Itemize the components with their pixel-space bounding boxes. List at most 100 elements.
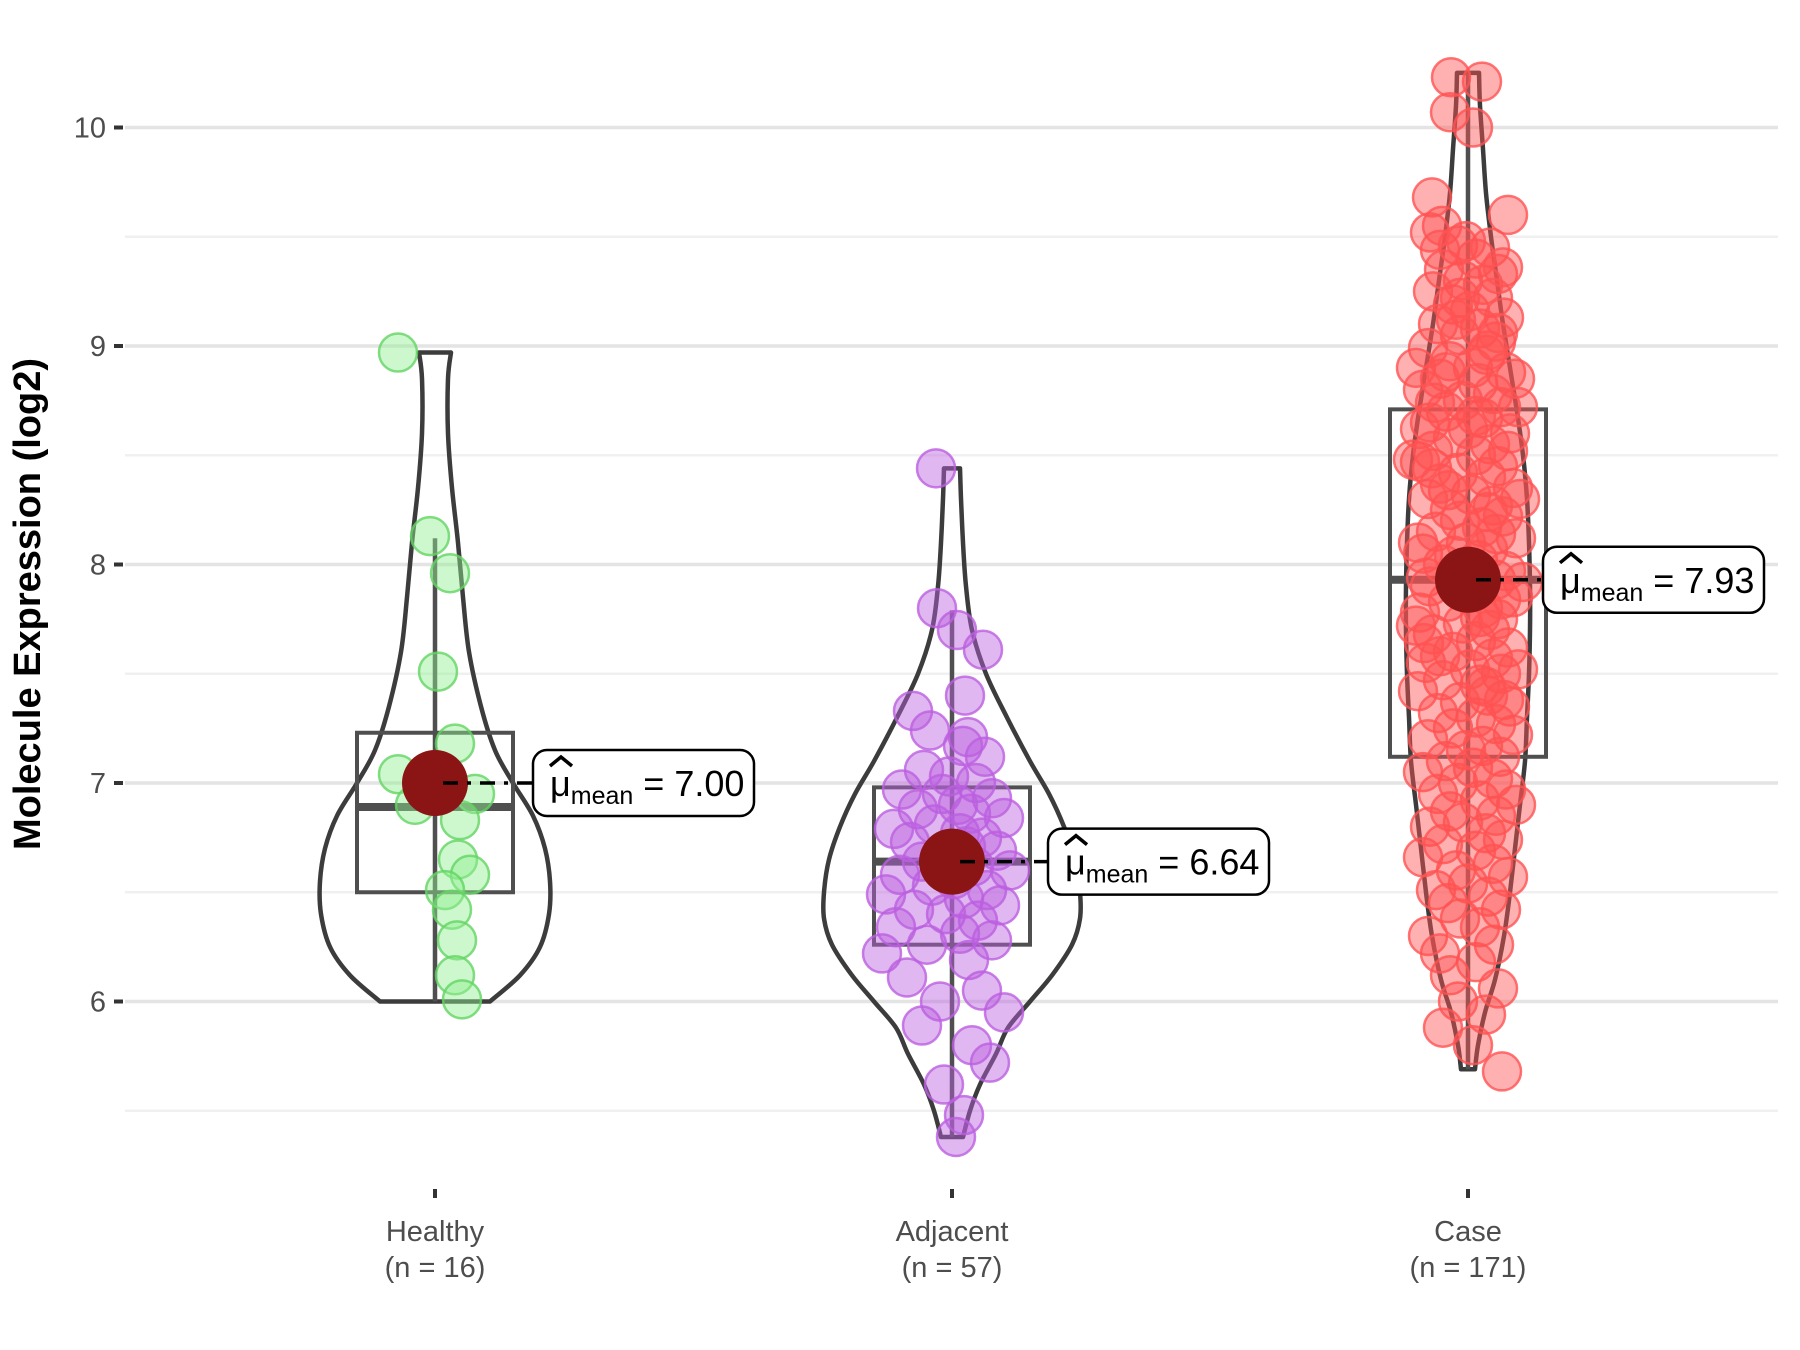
jitter-point (964, 736, 1006, 778)
jitter-point (1482, 247, 1524, 288)
jitter-point (1477, 968, 1519, 1009)
mean-label-text: μmean = 7.93 (1560, 560, 1754, 607)
jitter-point (1399, 408, 1441, 450)
jitter-point (1419, 636, 1461, 677)
x-category-label: Healthy (386, 1216, 485, 1248)
jitter-point (1442, 260, 1484, 301)
jitter-point (1452, 107, 1494, 148)
jitter-point (1465, 666, 1507, 708)
jitter-point (1480, 889, 1522, 930)
jitter-point (901, 1005, 943, 1046)
jitter-point (1472, 277, 1514, 319)
jitter-point (1432, 708, 1474, 749)
y-tick-label: 9 (90, 331, 106, 363)
jitter-point (1403, 622, 1445, 664)
mean-label-box (531, 748, 756, 818)
mean-label-box (1541, 545, 1766, 615)
jitter-point (1429, 791, 1471, 832)
jitter-point (906, 924, 948, 965)
jitter-point (935, 1116, 977, 1158)
mean-dot (402, 750, 468, 816)
jitter-point (1494, 358, 1536, 400)
jitter-point (1445, 220, 1487, 262)
x-category-sublabel: (n = 171) (1410, 1252, 1527, 1284)
jitter-point (377, 332, 419, 373)
mu-hat-mark (1063, 833, 1089, 847)
jitter-point (1452, 1024, 1494, 1066)
jitter-point (944, 675, 986, 716)
jitter-point (925, 893, 967, 935)
jitter-point (861, 933, 903, 974)
jitter-point (431, 889, 473, 930)
jitter-point (1421, 205, 1463, 247)
mean-dot (1435, 546, 1501, 613)
jitter-point (1430, 56, 1472, 98)
jitter-point (915, 448, 957, 489)
jitter-point (1429, 955, 1471, 996)
jitter-point (961, 970, 1003, 1011)
jitter-point (971, 778, 1013, 819)
y-tick-label: 6 (90, 987, 106, 1019)
jitter-point (1395, 347, 1437, 389)
jitter-point (886, 957, 928, 998)
jitter-point (449, 854, 491, 896)
jitter-point (1429, 91, 1471, 133)
jitter-point (1439, 898, 1481, 939)
jitter-point (409, 515, 451, 557)
jitter-point (879, 854, 921, 896)
jitter-point (983, 992, 1025, 1033)
x-category-sublabel: (n = 16) (385, 1252, 486, 1284)
jitter-point (1425, 351, 1467, 393)
y-tick-label: 8 (90, 550, 106, 582)
jitter-point (1487, 430, 1529, 472)
mean-label-box (1046, 827, 1271, 896)
jitter-point (1422, 1007, 1464, 1048)
x-category-label: Case (1434, 1216, 1502, 1248)
jitter-point (1452, 747, 1494, 788)
jitter-point (436, 920, 478, 961)
y-tick-label: 10 (74, 113, 106, 145)
box (355, 730, 515, 895)
jitter-point (943, 1094, 985, 1136)
jitter-point (1455, 941, 1497, 983)
jitter-point (962, 629, 1004, 670)
y-tick-label: 7 (90, 768, 106, 800)
jitter-point (434, 955, 476, 996)
mean-dot (919, 828, 985, 895)
jitter-point (1465, 994, 1507, 1035)
jitter-point (1479, 736, 1521, 778)
jitter-point (1475, 513, 1517, 555)
jitter-point (969, 1042, 1011, 1083)
jitter-point (1427, 469, 1469, 511)
jitter-point (1425, 740, 1467, 782)
jitter-point (441, 979, 483, 1020)
y-axis-title: Molecule Expression (log2) (7, 358, 49, 850)
jitter-point (923, 1064, 965, 1105)
x-category-sublabel: (n = 57) (902, 1252, 1003, 1284)
jitter-point (1414, 382, 1456, 424)
jitter-point (873, 808, 915, 850)
jitter-point (1407, 478, 1449, 520)
jitter-point (1467, 491, 1509, 533)
jitter-point (1392, 439, 1434, 480)
jitter-point (897, 788, 939, 830)
x-category-label: Adjacent (896, 1216, 1009, 1248)
mu-hat-mark (548, 754, 574, 768)
violin-outline-adjacent (820, 466, 1084, 1140)
mean-label-text: μmean = 7.00 (550, 763, 744, 810)
jitter-point (1495, 784, 1537, 826)
jitter-point (875, 906, 917, 948)
jitter-point (1455, 395, 1497, 437)
jitter-point (1411, 448, 1453, 489)
jitter-point (429, 552, 471, 594)
jitter-point (1461, 61, 1503, 102)
jitter-point (950, 793, 992, 834)
jitter-point (1481, 1051, 1523, 1092)
jitter-point (1439, 277, 1481, 319)
jitter-point (1397, 522, 1439, 563)
jitter-point (417, 651, 459, 692)
jitter-point (948, 939, 990, 981)
jitter-point (1487, 194, 1529, 236)
